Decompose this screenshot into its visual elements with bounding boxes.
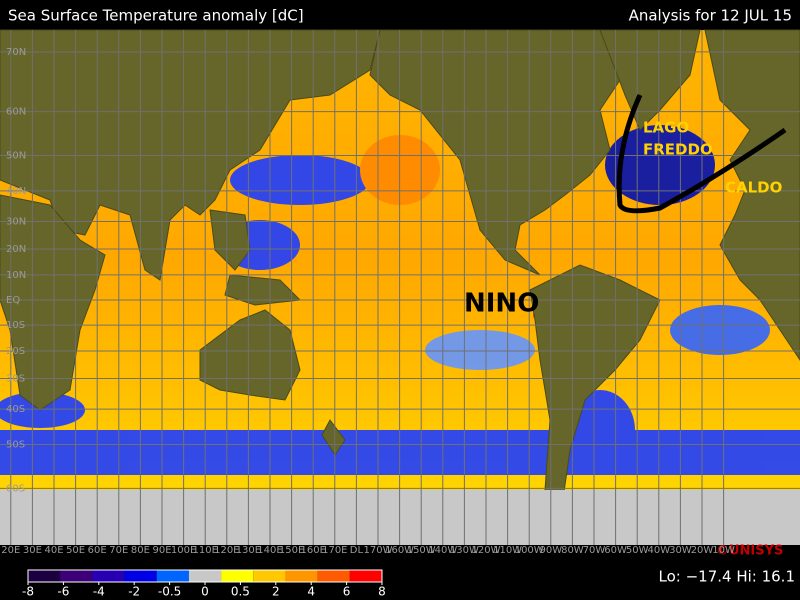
latitude-label: 60N — [6, 107, 26, 118]
credit: ©UNISYS — [716, 544, 783, 559]
colorbar-segment — [349, 570, 382, 582]
colorbar-segment — [92, 570, 125, 582]
latitude-label: 30S — [6, 374, 25, 385]
cold-patch — [0, 392, 85, 428]
latitude-label: 50S — [6, 440, 25, 451]
longitude-label: 20E — [1, 545, 20, 556]
longitude-label: 10W — [712, 545, 735, 556]
longitude-label: 120E — [214, 545, 239, 556]
longitude-label: 40E — [44, 545, 63, 556]
longitude-label: 30W — [669, 545, 692, 556]
latitude-label: 10S — [6, 320, 25, 331]
longitude-label: 110W — [493, 545, 522, 556]
longitude-label: 160E — [300, 545, 325, 556]
longitude-label: 30E — [23, 545, 42, 556]
colorbar-segment — [285, 570, 318, 582]
longitude-label: 110E — [192, 545, 217, 556]
longitude-label: 130W — [450, 545, 479, 556]
colorbar-segment — [60, 570, 93, 582]
longitude-label: 70W — [583, 545, 606, 556]
analysis-date: Analysis for 12 JUL 15 — [629, 7, 792, 25]
latitude-label: 40S — [6, 404, 25, 415]
longitude-label: 120W — [472, 545, 501, 556]
colorbar-label: -8 — [22, 585, 34, 599]
longitude-label: 60W — [604, 545, 627, 556]
latitude-label: 60S — [6, 483, 25, 494]
south-america — [529, 264, 661, 522]
latitude-label: 20S — [6, 346, 25, 357]
greenland — [599, 29, 701, 131]
annotation-cold: FREDDO — [643, 141, 713, 159]
colorbar-segment — [156, 570, 189, 582]
longitude-label: 100E — [171, 545, 196, 556]
colorbar-label: -4 — [93, 585, 105, 599]
longitude-label: 150W — [407, 545, 436, 556]
stats: Lo: −17.4 Hi: 16.1 — [659, 568, 796, 586]
longitude-label: 150E — [279, 545, 304, 556]
longitude-label: 50W — [626, 545, 649, 556]
longitude-label: 20W — [691, 545, 714, 556]
colorbar-label: -2 — [128, 585, 140, 599]
longitude-label: 170W — [364, 545, 393, 556]
colorbar-segment — [317, 570, 350, 582]
colorbar-label: -0.5 — [158, 585, 181, 599]
colorbar-label: 6 — [343, 585, 351, 599]
colorbar-segment — [28, 570, 61, 582]
colorbar-segment — [124, 570, 157, 582]
latitude-label: EQ — [6, 295, 20, 306]
cold-anomalies — [0, 125, 800, 475]
annotation-cold: LAGO — [643, 119, 689, 137]
latitude-label: 20N — [6, 244, 26, 255]
longitude-label: DL — [350, 545, 364, 556]
latitude-label: 70N — [6, 47, 26, 58]
longitude-label: 170E — [322, 545, 347, 556]
longitude-label: 40W — [647, 545, 670, 556]
cold-outline — [616, 93, 787, 214]
land — [0, 29, 800, 522]
longitude-label: 140E — [257, 545, 282, 556]
southeast-asia — [209, 209, 251, 271]
colorbar-label: 8 — [378, 585, 386, 599]
longitude-label: 90E — [152, 545, 171, 556]
europe-africa — [704, 29, 800, 361]
colorbar-label: 4 — [307, 585, 315, 599]
longitude-label: 140W — [428, 545, 457, 556]
latitude-label: 10N — [6, 270, 26, 281]
colorbar-segment — [221, 570, 254, 582]
indonesia — [224, 274, 302, 306]
longitude-label: 70E — [109, 545, 128, 556]
longitude-label: 80W — [561, 545, 584, 556]
australia — [199, 309, 301, 401]
annotation-nino: NINO — [464, 289, 539, 319]
longitude-label: 50E — [66, 545, 85, 556]
longitude-label: 160W — [385, 545, 414, 556]
longitude-label: 80E — [131, 545, 150, 556]
latitude-label: 50N — [6, 150, 26, 161]
cold-patch — [670, 305, 770, 355]
cold-patch — [230, 155, 370, 205]
latitude-label: 40N — [6, 186, 26, 197]
longitude-label: 90W — [539, 545, 562, 556]
longitude-label: 130E — [236, 545, 261, 556]
colorbar-segment — [188, 570, 222, 582]
graticule — [0, 30, 800, 545]
cold-patch — [425, 330, 535, 370]
colorbar-segment — [253, 570, 286, 582]
latitude-label: 30N — [6, 216, 26, 227]
north-america — [369, 29, 621, 276]
longitude-label: 100W — [515, 545, 544, 556]
colorbar-label: 0 — [201, 585, 209, 599]
map-area: LAGO FREDDO CALDO NINO — [0, 29, 800, 545]
colorbar: -8 -6 -4 -2 -0.5 0 0.5 2 4 6 8 — [22, 569, 386, 599]
colorbar-label: 2 — [272, 585, 280, 599]
colorbar-label: -6 — [57, 585, 69, 599]
annotation-warm: CALDO — [725, 179, 782, 197]
cold-patch — [605, 125, 715, 205]
colorbar-label: 0.5 — [231, 585, 250, 599]
title: Sea Surface Temperature anomaly [dC] — [8, 7, 304, 25]
longitude-label: 60E — [88, 545, 107, 556]
